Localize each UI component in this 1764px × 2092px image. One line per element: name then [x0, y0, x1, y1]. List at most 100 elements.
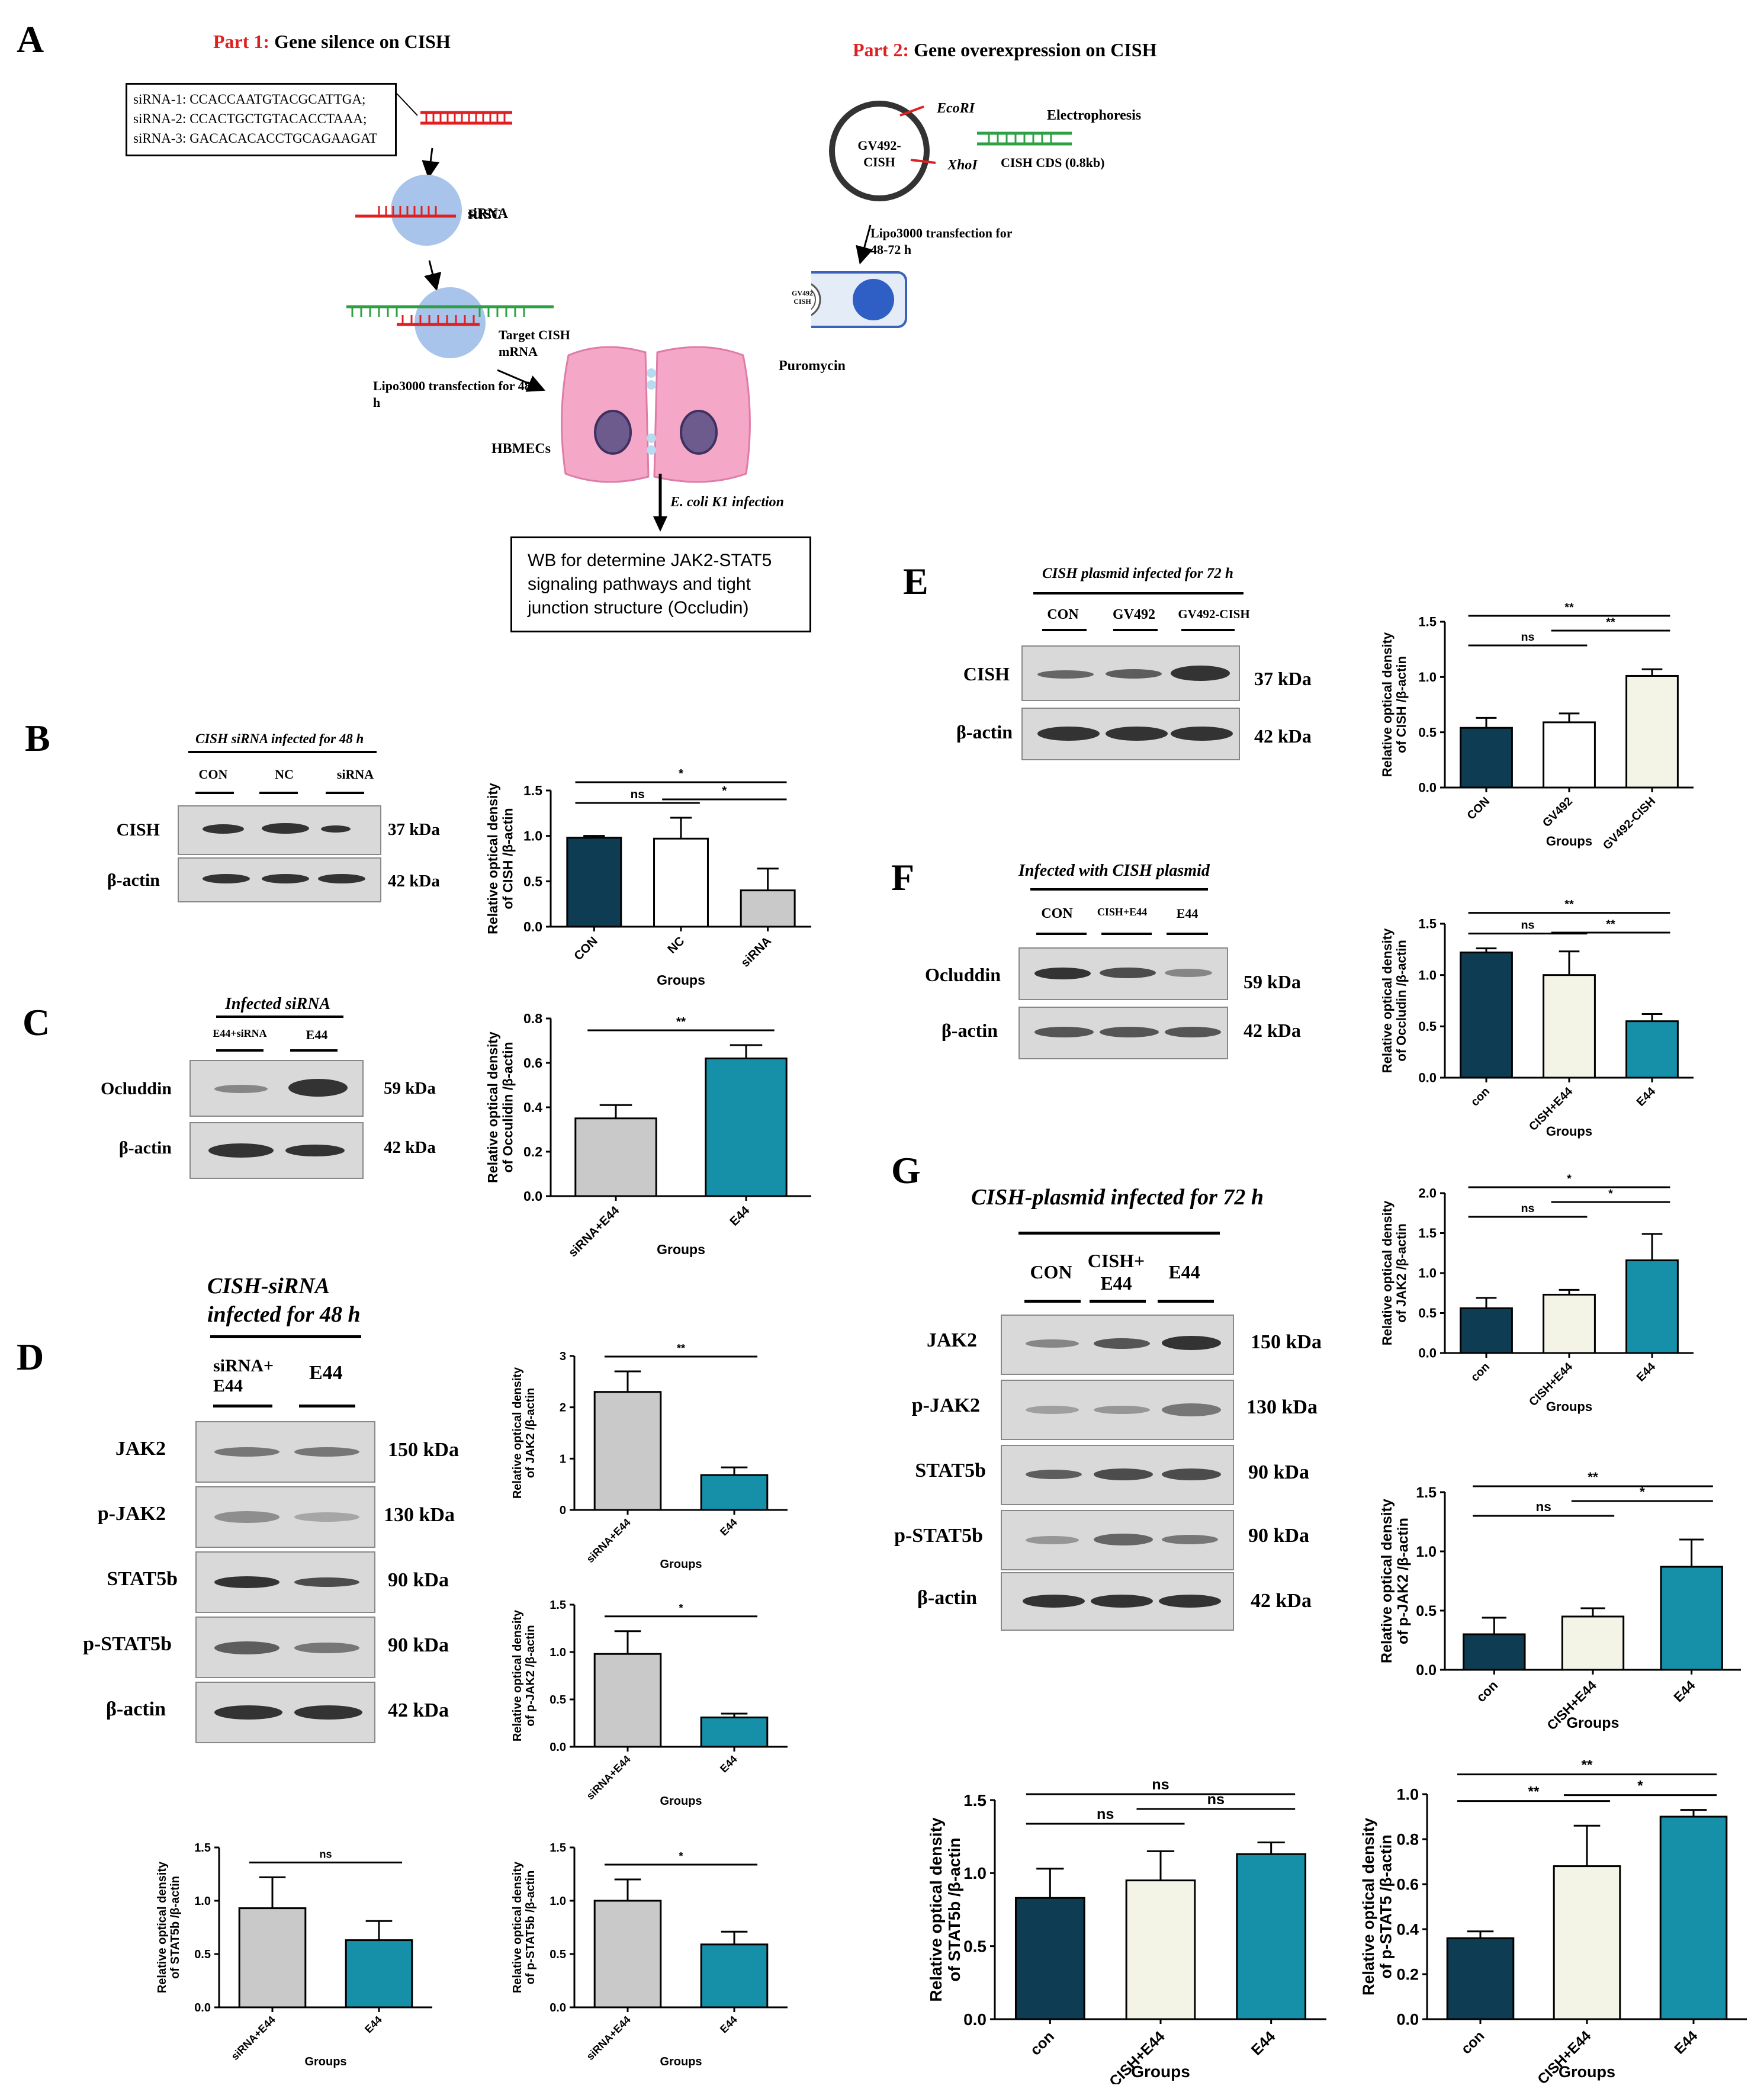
x-tick-label: CON: [571, 934, 600, 963]
bar: [740, 889, 796, 928]
significance-label: ns: [1521, 919, 1534, 932]
y-axis-label: Relative optical densityof CISH /β-actin: [485, 783, 515, 934]
lane-label: NC: [275, 767, 294, 782]
lane-label: E44: [309, 1362, 343, 1384]
panel-e-wb-title: CISH plasmid infected for 72 h: [1042, 565, 1233, 581]
y-tick-label: 1.0: [963, 1864, 987, 1882]
bar: [1463, 1633, 1526, 1671]
y-axis-label: Relative optical densityof Occulidin /β-…: [485, 1031, 515, 1183]
bar: [1660, 1566, 1723, 1671]
bar: [1659, 1815, 1728, 2020]
puromycin-label: Puromycin: [779, 358, 846, 374]
bar: [566, 837, 622, 928]
bar: [1625, 1020, 1679, 1079]
wb-header-line: [1030, 888, 1208, 891]
infection-label: E. coli K1 infection: [670, 494, 784, 510]
blot-actin: [189, 1122, 364, 1179]
y-tick-label: 0.0: [1418, 780, 1437, 795]
significance-label: **: [1564, 601, 1574, 614]
bar: [593, 1900, 662, 2009]
kda-label: 42 kDa: [1244, 1020, 1301, 1041]
significance-label: **: [1606, 616, 1615, 629]
significance-label: **: [1528, 1784, 1540, 1800]
lane-label: GV492-CISH: [1178, 607, 1250, 621]
risc-circle-icon: [391, 175, 462, 246]
x-tick-label: con: [1473, 1678, 1500, 1705]
lane-label: CISH+ E44: [1087, 1250, 1145, 1294]
y-tick-label: 1.0: [1418, 670, 1437, 685]
y-tick-label: 0.8: [523, 1011, 542, 1026]
panel-b-lanes: CON NC siRNA: [178, 767, 391, 782]
kda-label: 130 kDa: [384, 1504, 455, 1526]
kda-label: 42 kDa: [388, 872, 440, 891]
kda-label: 42 kDa: [388, 1699, 449, 1721]
x-tick-label: E44: [727, 1203, 753, 1229]
y-tick-label: 1.0: [523, 828, 542, 844]
kda-label: 150 kDa: [1251, 1331, 1322, 1353]
x-tick-label: E44: [1634, 1085, 1658, 1108]
ecori-label: EcoRI: [937, 101, 975, 116]
kda-label: 37 kDa: [388, 820, 440, 839]
significance-label: **: [1606, 918, 1615, 931]
significance-label: ns: [319, 1848, 332, 1860]
kda-label: 90 kDa: [388, 1569, 449, 1591]
chart-b: 0.0 0.5 1.0 1.5 Relative optical densityof C…: [485, 767, 811, 988]
bar: [345, 1939, 413, 2009]
y-tick-label: 0.0: [1418, 1346, 1437, 1361]
significance-label: *: [1637, 1778, 1643, 1794]
y-tick-label: 0.4: [1396, 1920, 1419, 1938]
bar: [1625, 1259, 1679, 1354]
hbmec-cells-diagram: [561, 346, 751, 483]
protein-label: JAK2: [115, 1438, 166, 1460]
significance-label: ns: [1097, 1806, 1114, 1823]
blot-occludin: [1018, 947, 1228, 1000]
bar: [1125, 1879, 1196, 2020]
y-tick-label: 0.5: [194, 1948, 211, 1961]
x-tick-label: GV492-CISH: [1601, 795, 1658, 852]
risc-mrna-circle-icon: [415, 287, 486, 358]
y-tick-label: 2.0: [1418, 1186, 1437, 1201]
x-axis-label: Groups: [660, 1795, 702, 1808]
x-tick-label: siRNA+E44: [584, 1516, 632, 1565]
significance-label: *: [679, 1602, 683, 1614]
y-axis-label: Relative optical densityof p-JAK2 /β-act…: [511, 1609, 537, 1741]
bar: [238, 1907, 307, 2009]
bar: [1625, 674, 1679, 789]
protein-label: β-actin: [917, 1587, 977, 1609]
x-tick-label: siRNA+E44: [584, 2014, 632, 2062]
lane-label: E44: [1168, 1261, 1200, 1283]
kda-label: 150 kDa: [388, 1439, 459, 1461]
plasmid-name-label: GV492-CISH: [857, 138, 901, 169]
plasmid-icon: [829, 101, 930, 201]
panel-label-b: B: [25, 717, 50, 759]
wb-header-line: [1033, 592, 1244, 594]
lane-label: siRNA: [336, 767, 374, 782]
y-tick-label: 0.0: [963, 2010, 987, 2029]
panel-label-e: E: [903, 560, 928, 602]
x-tick-label: E44: [718, 1516, 740, 1538]
panel-d-wb-title-2: infected for 48 h: [207, 1302, 361, 1327]
bar: [1543, 1293, 1596, 1354]
y-axis-label: Relative optical densityof JAK2 /β-actin: [511, 1367, 537, 1499]
sirna-seq-3: siRNA-3: GACACACACCTGCAGAAGAT: [133, 131, 378, 146]
bar: [593, 1391, 662, 1511]
bar: [700, 1716, 769, 1748]
y-tick-label: 0.4: [523, 1100, 542, 1115]
y-tick-label: 0: [560, 1504, 566, 1517]
y-tick-label: 1.0: [550, 1646, 566, 1659]
y-tick-label: 1.5: [963, 1791, 987, 1810]
cds-label: CISH CDS (0.8kb): [1001, 155, 1105, 170]
chart-f: 0.0 0.5 1.0 1.5 Relative optical densityof O…: [1380, 898, 1694, 1139]
significance-label: *: [679, 767, 684, 780]
significance-label: ns: [631, 788, 645, 801]
wb-header-line: [188, 751, 377, 753]
risc-label: RISC: [468, 207, 502, 223]
blot-p-stat5b: [1001, 1510, 1234, 1570]
y-tick-label: 0.6: [1396, 1875, 1419, 1893]
lane-label: CISH+E44: [1097, 906, 1148, 918]
y-tick-label: 0.2: [523, 1144, 542, 1159]
x-tick-label: NC: [665, 934, 687, 956]
x-axis-label: Groups: [1546, 1399, 1592, 1414]
